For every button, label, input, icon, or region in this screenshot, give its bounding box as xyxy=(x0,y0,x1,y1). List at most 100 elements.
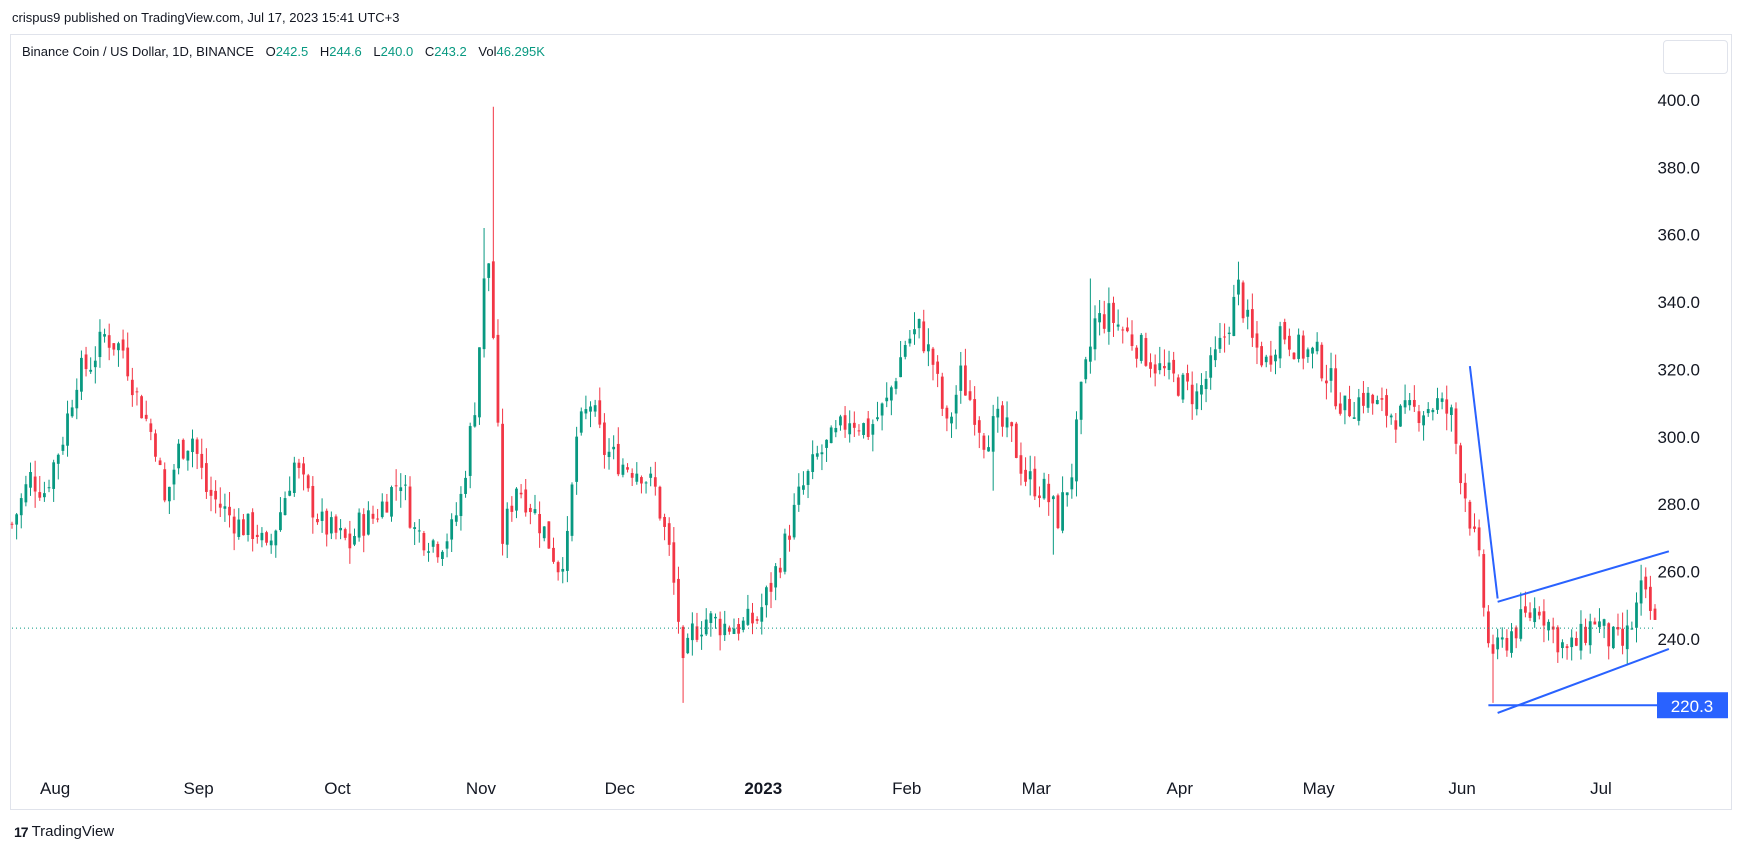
candle-body xyxy=(1371,394,1375,404)
candle-body xyxy=(1195,391,1199,410)
candle-body xyxy=(385,501,389,513)
candle-body xyxy=(718,618,722,636)
candle-body xyxy=(408,486,412,528)
candle-body xyxy=(1561,642,1564,649)
candle-body xyxy=(876,417,879,420)
candle-body xyxy=(1130,334,1134,347)
candle-body xyxy=(598,400,602,425)
candle-body xyxy=(70,407,74,417)
candle-body xyxy=(1551,626,1555,630)
candle-body xyxy=(727,627,731,632)
candle-body xyxy=(515,488,518,511)
y-tick-label: 240.0 xyxy=(1657,630,1700,649)
candle-body xyxy=(1533,608,1537,623)
candle-body xyxy=(626,467,629,470)
candle-body xyxy=(899,357,902,378)
candle-body xyxy=(1408,400,1412,406)
candle-body xyxy=(1038,495,1041,499)
candle-body xyxy=(1070,477,1074,490)
candle-body xyxy=(1463,482,1467,499)
candle-body xyxy=(353,535,356,545)
candle-body xyxy=(223,506,227,509)
y-tick-label: 360.0 xyxy=(1657,226,1700,245)
tradingview-logo-icon: 17 xyxy=(14,823,29,840)
candle-body xyxy=(1366,392,1370,408)
candle-body xyxy=(723,623,727,636)
candle-body xyxy=(302,463,305,475)
candle-body xyxy=(1269,355,1273,365)
candle-body xyxy=(1519,609,1523,639)
x-tick-label: Jun xyxy=(1448,779,1475,798)
candle-body xyxy=(1186,373,1189,382)
candle-body xyxy=(107,335,111,348)
candle-body xyxy=(459,493,463,517)
open-value: 242.5 xyxy=(275,44,309,59)
candle-body xyxy=(1121,329,1125,331)
candle-body xyxy=(584,409,588,414)
x-tick-label: Mar xyxy=(1022,779,1052,798)
candle-body xyxy=(1343,395,1347,411)
candle-body xyxy=(339,527,342,531)
candle-body xyxy=(1306,349,1310,357)
candle-body xyxy=(1126,327,1129,332)
x-tick-label: Jul xyxy=(1590,779,1612,798)
candle-body xyxy=(1574,638,1578,646)
candle-body xyxy=(1621,628,1624,646)
candle-body xyxy=(404,484,407,486)
candle-body xyxy=(246,513,250,535)
candle-body xyxy=(936,361,940,374)
candle-body xyxy=(843,415,847,430)
candle-body xyxy=(103,334,106,337)
candle-body xyxy=(43,493,46,498)
candle-body xyxy=(880,403,884,416)
candle-body xyxy=(788,535,791,540)
candle-body xyxy=(894,381,898,389)
candle-body xyxy=(1047,483,1051,503)
candle-body xyxy=(283,498,287,516)
candle-body xyxy=(1237,279,1240,295)
candle-body xyxy=(1556,627,1560,653)
x-tick-label: Dec xyxy=(605,779,636,798)
x-tick-label: Feb xyxy=(892,779,921,798)
candle-body xyxy=(1005,417,1009,428)
candle-body xyxy=(658,486,662,519)
candle-body xyxy=(80,357,83,392)
candle-body xyxy=(769,582,773,592)
candle-body xyxy=(1116,324,1120,327)
candle-body xyxy=(1431,409,1435,413)
candle-body xyxy=(260,532,264,541)
candle-body xyxy=(38,492,42,498)
candle-body xyxy=(1014,423,1018,458)
candle-body xyxy=(908,338,912,344)
candle-body xyxy=(1283,321,1287,340)
candle-body xyxy=(510,505,514,512)
candle-body xyxy=(1412,399,1416,407)
candle-body xyxy=(839,416,842,426)
candle-body xyxy=(533,509,537,514)
candle-body xyxy=(959,365,963,391)
brand-name: TradingView xyxy=(31,823,115,840)
candle-body xyxy=(306,475,310,489)
candle-body xyxy=(561,568,565,572)
candle-body xyxy=(686,637,690,654)
candle-body xyxy=(815,453,819,457)
candle-body xyxy=(15,514,19,525)
candle-body xyxy=(1278,326,1282,359)
candle-body xyxy=(519,492,523,495)
candle-body xyxy=(24,484,28,503)
candle-body xyxy=(783,533,787,572)
candle-body xyxy=(1593,621,1597,625)
candle-body xyxy=(1473,526,1476,529)
candle-body xyxy=(940,376,944,409)
candle-body xyxy=(704,619,708,635)
footer-brand[interactable]: 17 TradingView xyxy=(14,823,114,840)
candle-body xyxy=(269,540,273,546)
chart-settings-button[interactable] xyxy=(1663,40,1728,74)
candle-body xyxy=(232,516,236,534)
candle-body xyxy=(653,477,657,487)
candle-body xyxy=(1264,356,1268,363)
candle-body xyxy=(441,551,444,559)
candle-body xyxy=(1135,347,1139,359)
candle-body xyxy=(964,365,967,396)
